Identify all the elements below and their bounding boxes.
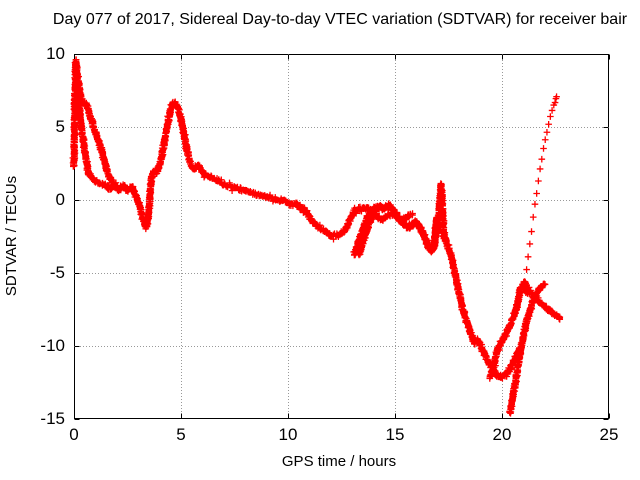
svg-text:5: 5 — [176, 425, 185, 444]
svg-text:GPS time / hours: GPS time / hours — [282, 453, 396, 470]
svg-text:15: 15 — [386, 425, 405, 444]
svg-text:5: 5 — [56, 117, 65, 136]
svg-text:-5: -5 — [50, 263, 65, 282]
svg-text:10: 10 — [279, 425, 298, 444]
svg-text:25: 25 — [600, 425, 619, 444]
svg-text:10: 10 — [46, 44, 65, 63]
svg-text:-10: -10 — [40, 336, 65, 355]
svg-text:0: 0 — [56, 190, 65, 209]
svg-text:Day 077 of 2017, Sidereal Day-: Day 077 of 2017, Sidereal Day-to-day VTE… — [53, 11, 628, 28]
svg-text:0: 0 — [69, 425, 78, 444]
svg-text:-15: -15 — [40, 409, 65, 428]
svg-text:SDTVAR / TECUs: SDTVAR / TECUs — [3, 176, 20, 296]
svg-text:20: 20 — [493, 425, 512, 444]
